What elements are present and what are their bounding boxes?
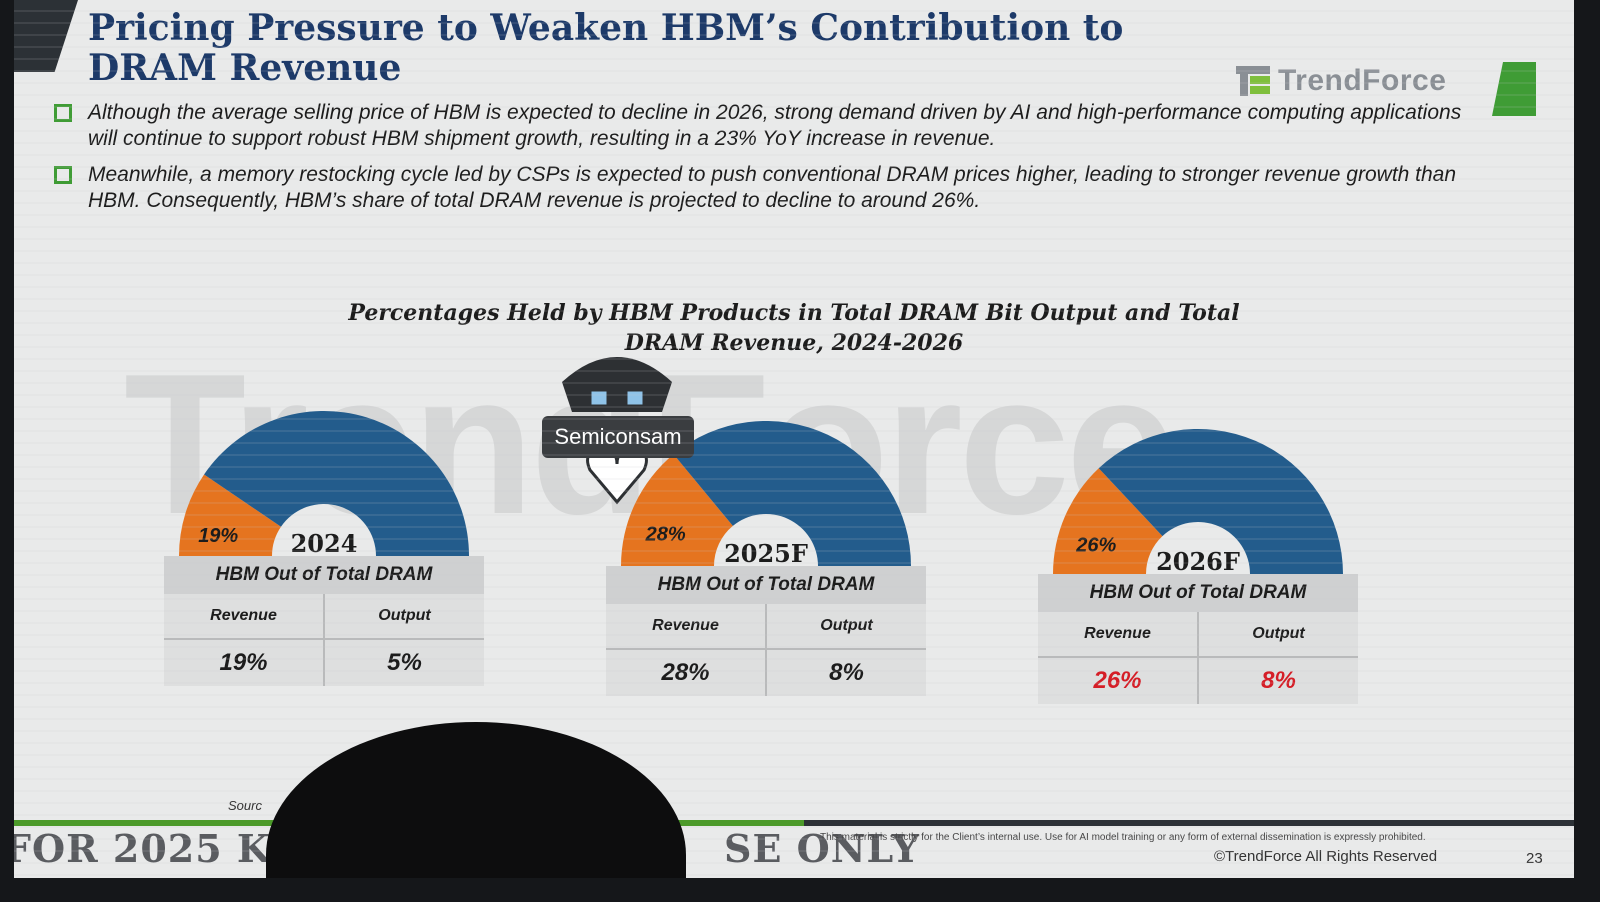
confidential-right: SE ONLY — [724, 826, 920, 871]
revenue-value: 26% — [1093, 667, 1142, 694]
table-values-row: 26% 8% — [1038, 658, 1358, 704]
hbm-share-table: HBM Out of Total DRAM Revenue Output 19% 5% — [164, 556, 484, 686]
slide-title: Pricing Pressure to Weaken HBM’s Contrib… — [88, 7, 1124, 89]
column-label: Revenue — [606, 604, 765, 650]
hbm-share-table: HBM Out of Total DRAM Revenue Output 28% 8% — [606, 566, 926, 696]
audience-head-silhouette — [266, 722, 686, 878]
bullet-text: Meanwhile, a memory restocking cycle led… — [88, 163, 1457, 212]
slide: Pricing Pressure to Weaken HBM’s Contrib… — [14, 0, 1574, 878]
hbm-share-table: HBM Out of Total DRAM Revenue Output 26% 8% — [1038, 574, 1358, 704]
source-note: Sourc — [228, 798, 262, 813]
output-value: 5% — [323, 640, 484, 686]
confidential-left: FOR 2025 KO — [14, 826, 304, 871]
trendforce-logo-icon — [1236, 66, 1270, 96]
bullet-item: Meanwhile, a memory restocking cycle led… — [50, 162, 1490, 214]
table-header: HBM Out of Total DRAM — [606, 566, 926, 604]
confidential-banner: FOR 2025 KO SE ONLY — [14, 826, 920, 871]
column-label: Output — [1197, 612, 1358, 658]
logo-text: TrendForce — [1278, 64, 1447, 97]
table-column-labels: Revenue Output — [164, 594, 484, 640]
table-values-row: 28% 8% — [606, 650, 926, 696]
chart-title: Percentages Held by HBM Products in Tota… — [348, 300, 1240, 356]
table-values-row: 19% 5% — [164, 640, 484, 686]
corner-decoration — [14, 0, 78, 72]
column-label: Output — [323, 594, 484, 640]
bullet-item: Although the average selling price of HB… — [50, 100, 1490, 152]
table-header: HBM Out of Total DRAM — [1038, 574, 1358, 612]
output-value: 8% — [1197, 658, 1358, 704]
column-label: Revenue — [164, 594, 323, 640]
revenue-value: 19% — [219, 649, 268, 676]
bullet-square-icon — [54, 166, 72, 184]
stamp-overlay: Semiconsam — [542, 342, 722, 512]
legal-notice: This material is strictly for the Client… — [820, 832, 1426, 843]
copyright: ©TrendForce All Rights Reserved — [1214, 848, 1438, 865]
bullet-square-icon — [54, 104, 72, 122]
stamp-label: Semiconsam — [542, 416, 694, 458]
bullet-text: Although the average selling price of HB… — [88, 101, 1462, 150]
revenue-value: 28% — [661, 659, 710, 686]
table-header: HBM Out of Total DRAM — [164, 556, 484, 594]
column-label: Output — [765, 604, 926, 650]
footer-dark-stripe — [804, 820, 1574, 826]
column-label: Revenue — [1038, 612, 1197, 658]
trendforce-logo: TrendForce — [1236, 64, 1446, 98]
green-tab-decoration — [1492, 62, 1536, 116]
table-column-labels: Revenue Output — [606, 604, 926, 650]
page-number: 23 — [1526, 850, 1543, 867]
output-value: 8% — [765, 650, 926, 696]
bullet-list: Although the average selling price of HB… — [50, 100, 1490, 224]
table-column-labels: Revenue Output — [1038, 612, 1358, 658]
